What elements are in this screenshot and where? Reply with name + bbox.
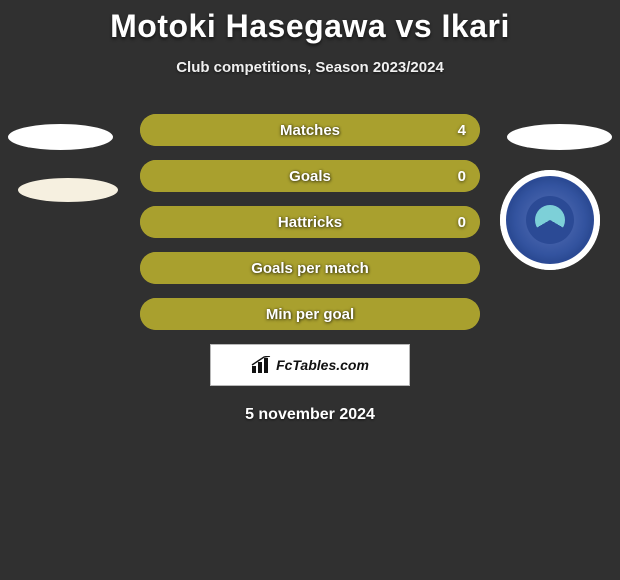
comparison-card: Motoki Hasegawa vs Ikari Club competitio…	[0, 0, 620, 450]
stat-row: Goals0	[140, 160, 480, 192]
bars-icon	[251, 356, 273, 374]
stat-row: Hattricks0	[140, 206, 480, 238]
stat-label: Goals per match	[140, 252, 480, 284]
fctables-logo: FcTables.com	[251, 356, 369, 374]
stat-value-right: 0	[458, 160, 466, 192]
date-label: 5 november 2024	[0, 406, 620, 424]
player1-club-placeholder	[18, 178, 118, 202]
page-title: Motoki Hasegawa vs Ikari	[0, 0, 620, 45]
subtitle: Club competitions, Season 2023/2024	[0, 59, 620, 76]
stat-value-right: 0	[458, 206, 466, 238]
stat-label: Min per goal	[140, 298, 480, 330]
stat-row: Goals per match	[140, 252, 480, 284]
player2-club-badge	[500, 170, 600, 270]
stat-row: Min per goal	[140, 298, 480, 330]
player1-photo-placeholder	[8, 124, 113, 150]
branding-label: FcTables.com	[276, 357, 369, 373]
stat-label: Goals	[140, 160, 480, 192]
player2-photo-placeholder	[507, 124, 612, 150]
comparison-bars: Matches4Goals0Hattricks0Goals per matchM…	[140, 114, 480, 330]
stat-label: Matches	[140, 114, 480, 146]
stat-row: Matches4	[140, 114, 480, 146]
mito-holly-hock-icon	[506, 176, 594, 264]
branding-box: FcTables.com	[210, 344, 410, 386]
stat-value-right: 4	[458, 114, 466, 146]
stat-label: Hattricks	[140, 206, 480, 238]
